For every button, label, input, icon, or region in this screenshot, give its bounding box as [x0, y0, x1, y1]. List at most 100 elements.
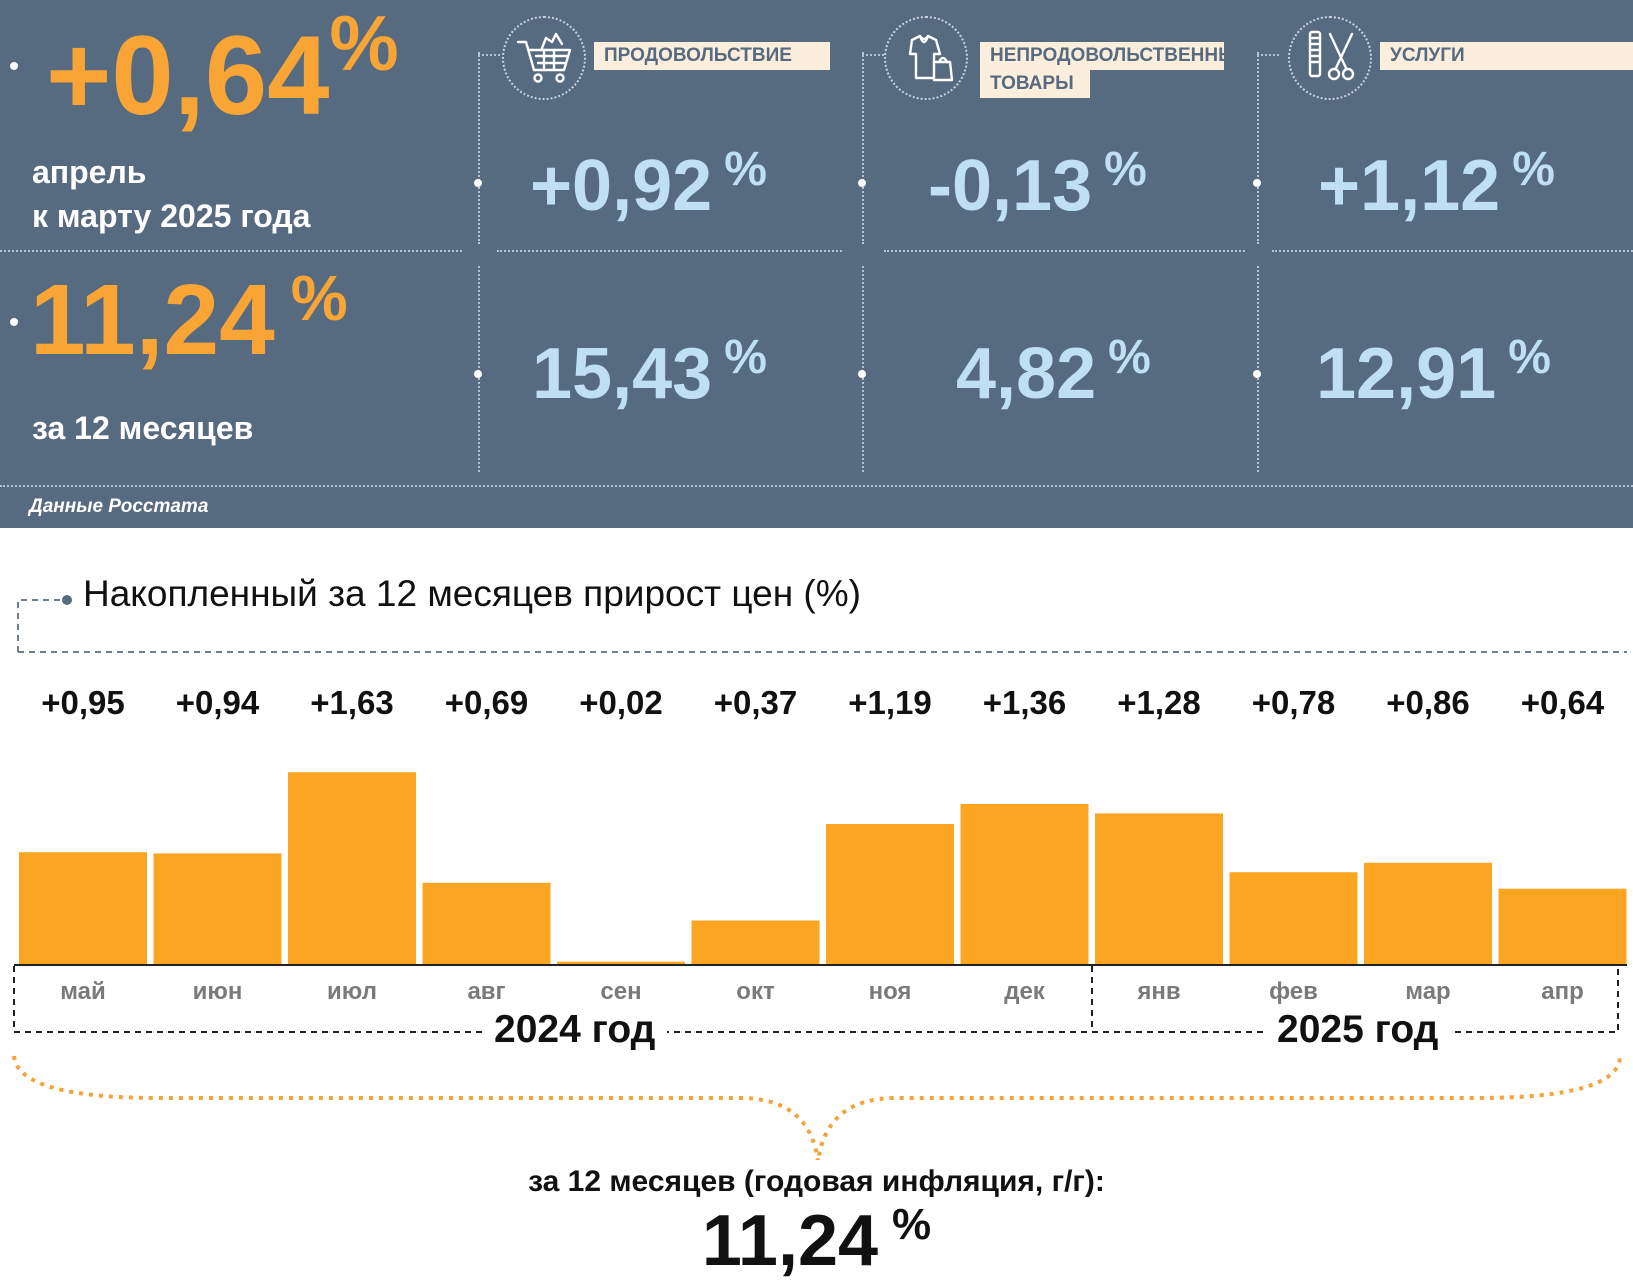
- marker-dot: [1253, 370, 1261, 378]
- divider: [497, 250, 842, 252]
- divider: [0, 250, 462, 252]
- bar-апр: [1498, 888, 1627, 964]
- value-label-янв: +1,28: [1117, 684, 1201, 721]
- bar-дек: [960, 804, 1089, 964]
- category-label-food: ПРОДОВОЛЬСТВИЕ: [594, 42, 830, 70]
- category-label-services: УСЛУГИ: [1380, 42, 1633, 70]
- food-annual-value: 15,43%: [532, 331, 767, 414]
- clothing-icon: [908, 34, 954, 82]
- marker-dot: [858, 179, 866, 187]
- month-label-июн: июн: [192, 978, 243, 1005]
- marker-dot: [858, 370, 866, 378]
- value-label-фев: +0,78: [1251, 684, 1336, 721]
- bar-мар: [1364, 862, 1492, 964]
- value-label-апр: +0,64: [1520, 684, 1605, 721]
- percent-sign: %: [724, 143, 767, 196]
- category-label-line1: ПРОДОВОЛЬСТВИЕ: [604, 45, 792, 66]
- food-monthly-value: +0,92%: [530, 143, 767, 226]
- column-separator: [1257, 52, 1259, 244]
- total-caption: за 12 месяцев (годовая инфляция, г/г):: [528, 1165, 1105, 1198]
- monthly-caption-line2: к марту 2025 года: [32, 198, 311, 234]
- month-label-май: май: [60, 978, 106, 1005]
- category-label-line1: НЕПРОДОВОЛЬСТВЕННЫЕ: [990, 45, 1250, 66]
- value-label-сен: +0,02: [579, 684, 663, 721]
- shopping-cart-icon: [516, 32, 572, 83]
- percent-sign: %: [724, 331, 767, 384]
- category-icon-frame: [1288, 16, 1372, 100]
- bar-ноя: [826, 824, 954, 964]
- category-label-line2: ТОВАРЫ: [990, 73, 1074, 94]
- year-brackets: [12, 966, 1622, 1160]
- data-source: Данные Росстата: [29, 496, 209, 517]
- annual-caption: за 12 месяцев: [32, 410, 254, 446]
- summary-panel: +0,64% апрель к марту 2025 года 11,24% з…: [0, 0, 1633, 528]
- bar-июн: [153, 853, 282, 964]
- column-separator: [862, 266, 864, 472]
- month-label-фев: фев: [1269, 978, 1318, 1005]
- connector: [1257, 54, 1279, 56]
- monthly-caption-line1: апрель: [32, 154, 147, 190]
- percent-sign: %: [1512, 143, 1555, 196]
- marker-dot: [10, 318, 18, 326]
- category-label-line1: УСЛУГИ: [1390, 45, 1465, 66]
- divider: [0, 485, 1633, 487]
- value-label-дек: +1,36: [982, 684, 1067, 721]
- marker-dot: [474, 370, 482, 378]
- percent-sign: %: [1104, 143, 1147, 196]
- column-separator: [478, 52, 480, 244]
- divider: [884, 250, 1245, 252]
- bar-сен: [557, 961, 685, 964]
- monthly-caption: апрель к марту 2025 года: [32, 150, 310, 238]
- category-label-nonfood: НЕПРОДОВОЛЬСТВЕННЫЕ: [980, 42, 1250, 70]
- column-separator: [478, 266, 480, 472]
- percent-sign: %: [892, 1200, 932, 1249]
- year-label-2024: 2024 год: [482, 1008, 668, 1052]
- category-icon-frame: [502, 16, 586, 100]
- month-label-апр: апр: [1541, 978, 1584, 1005]
- divider: [1272, 250, 1633, 252]
- month-label-авг: авг: [467, 978, 506, 1005]
- bar-фев: [1229, 872, 1358, 964]
- month-label-мар: мар: [1405, 978, 1451, 1005]
- bar-янв: [1095, 813, 1223, 964]
- services-monthly-value: +1,12%: [1318, 143, 1555, 226]
- annual-inflation-value: 11,24%: [30, 262, 348, 376]
- bar-окт: [691, 920, 820, 964]
- nonfood-annual-value: 4,82%: [956, 331, 1151, 414]
- value-label-ноя: +1,19: [848, 684, 932, 721]
- comb-scissors-icon: [1308, 30, 1355, 81]
- value-label-окт: +0,37: [713, 684, 798, 721]
- connector: [862, 54, 884, 56]
- category-label-nonfood-line2: ТОВАРЫ: [980, 70, 1090, 98]
- percent-sign: %: [1108, 331, 1151, 384]
- total-inflation-value: 11,24%: [701, 1200, 932, 1281]
- month-label-окт: окт: [736, 978, 775, 1005]
- value-label-авг: +0,69: [444, 684, 529, 721]
- month-label-сен: сен: [600, 978, 642, 1005]
- month-label-июл: июл: [327, 978, 377, 1005]
- column-separator: [1257, 266, 1259, 472]
- bar-авг: [422, 882, 551, 964]
- services-annual-value: 12,91%: [1316, 331, 1551, 414]
- month-label-дек: дек: [1004, 978, 1045, 1005]
- category-icon-frame: [884, 16, 968, 100]
- monthly-inflation-value: +0,64%: [46, 0, 399, 138]
- marker-dot: [474, 179, 482, 187]
- marker-dot: [1253, 179, 1261, 187]
- value-label-июл: +1,63: [310, 684, 394, 721]
- marker-dot: [10, 62, 18, 70]
- column-separator: [862, 52, 864, 244]
- value-label-июн: +0,94: [175, 684, 260, 721]
- bar-июл: [288, 772, 416, 964]
- year-label-2025: 2025 год: [1265, 1008, 1451, 1052]
- bar-май: [19, 852, 147, 964]
- percent-sign: %: [329, 0, 399, 87]
- percent-sign: %: [1508, 331, 1551, 384]
- month-label-янв: янв: [1137, 978, 1181, 1005]
- bar-chart: [14, 772, 1627, 966]
- nonfood-monthly-value: -0,13%: [928, 143, 1147, 226]
- percent-sign: %: [290, 262, 348, 334]
- month-label-ноя: ноя: [868, 978, 912, 1005]
- value-label-май: +0,95: [41, 684, 125, 721]
